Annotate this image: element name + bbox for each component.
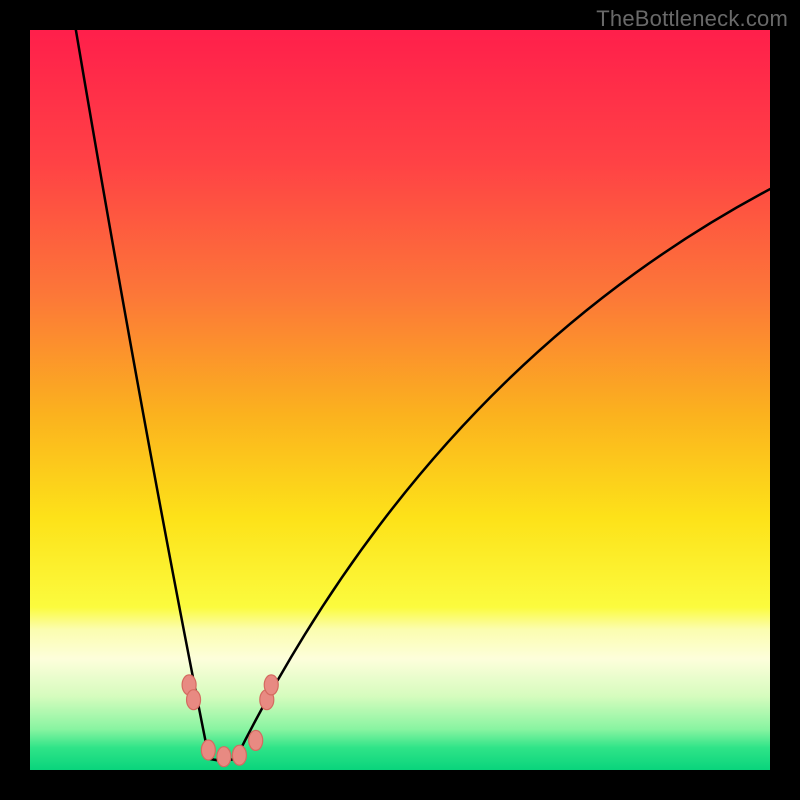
marker-point bbox=[232, 745, 246, 765]
marker-point bbox=[264, 675, 278, 695]
watermark-text: TheBottleneck.com bbox=[596, 6, 788, 32]
marker-point bbox=[249, 730, 263, 750]
marker-point bbox=[201, 740, 215, 760]
marker-point bbox=[187, 690, 201, 710]
marker-point bbox=[217, 747, 231, 767]
chart-area bbox=[30, 30, 770, 770]
chart-svg bbox=[30, 30, 770, 770]
